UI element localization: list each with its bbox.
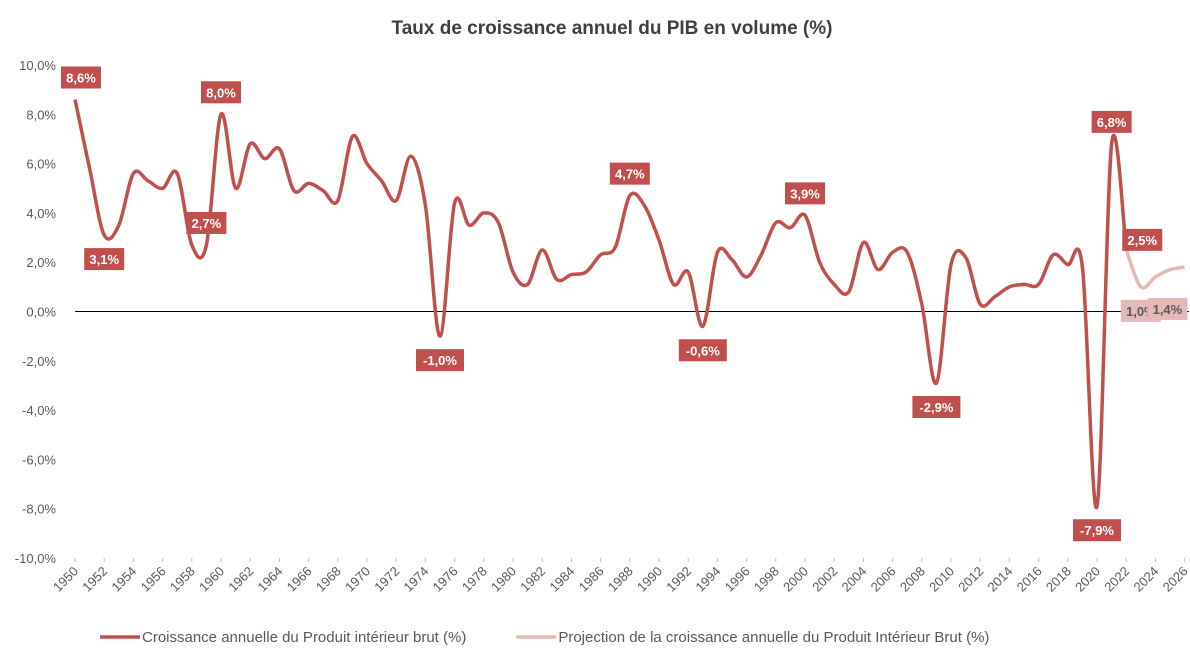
x-tick-label: 1968 bbox=[313, 564, 344, 595]
x-tick-label: 1996 bbox=[722, 564, 753, 595]
y-tick-label: 6,0% bbox=[26, 157, 56, 172]
x-tick-label: 1954 bbox=[108, 564, 139, 595]
y-tick-label: 10,0% bbox=[19, 58, 56, 73]
data-label: 8,6% bbox=[66, 71, 96, 86]
x-tick-label: 1982 bbox=[517, 564, 548, 595]
legend-label: Projection de la croissance annuelle du … bbox=[558, 629, 989, 645]
x-tick-label: 2000 bbox=[780, 564, 811, 595]
data-line bbox=[73, 99, 1128, 510]
x-tick-label: 1974 bbox=[400, 564, 431, 595]
x-tick-label: 1972 bbox=[371, 564, 402, 595]
y-tick-label: -10,0% bbox=[15, 551, 57, 566]
data-label: -2,9% bbox=[919, 400, 953, 415]
x-tick-label: 1964 bbox=[254, 564, 285, 595]
data-line bbox=[1124, 249, 1185, 290]
x-tick-label: 1966 bbox=[284, 564, 315, 595]
data-label-box bbox=[84, 248, 125, 271]
x-tick-label: 1956 bbox=[138, 564, 169, 595]
x-tick-label: 1994 bbox=[692, 564, 723, 595]
data-label: 8,0% bbox=[206, 85, 236, 100]
x-tick-label: 1990 bbox=[634, 564, 665, 595]
y-tick-label: 2,0% bbox=[26, 255, 56, 270]
x-tick-label: 1950 bbox=[50, 564, 81, 595]
data-label-box bbox=[201, 81, 242, 104]
x-tick-label: 2018 bbox=[1043, 564, 1074, 595]
data-label-box bbox=[912, 395, 961, 418]
x-tick-label: 2020 bbox=[1072, 564, 1103, 595]
x-tick-label: 1988 bbox=[605, 564, 636, 595]
data-label: 3,9% bbox=[790, 186, 820, 201]
x-tick-label: 1976 bbox=[430, 564, 461, 595]
x-tick-label: 1992 bbox=[663, 564, 694, 595]
x-tick-label: 1978 bbox=[459, 564, 490, 595]
x-tick-label: 2006 bbox=[868, 564, 899, 595]
chart-title: Taux de croissance annuel du PIB en volu… bbox=[392, 18, 833, 39]
data-label: 6,8% bbox=[1097, 115, 1127, 130]
y-tick-label: -4,0% bbox=[22, 403, 56, 418]
x-tick-label: 1980 bbox=[488, 564, 519, 595]
y-tick-label: 8,0% bbox=[26, 107, 56, 122]
y-tick-label: 0,0% bbox=[26, 305, 56, 320]
y-tick-label: -6,0% bbox=[22, 452, 56, 467]
data-label-box bbox=[678, 339, 727, 362]
data-label-box bbox=[61, 66, 101, 89]
data-label-box bbox=[1073, 519, 1122, 542]
data-label-box bbox=[416, 349, 465, 372]
x-tick-label: 1962 bbox=[225, 564, 256, 595]
data-label-box bbox=[1091, 110, 1132, 133]
x-tick-label: 2016 bbox=[1014, 564, 1045, 595]
x-tick-label: 2012 bbox=[955, 564, 986, 595]
data-label-box bbox=[1147, 297, 1188, 320]
data-label-box bbox=[609, 162, 650, 185]
x-tick-label: 2008 bbox=[897, 564, 928, 595]
data-label-box bbox=[186, 211, 227, 234]
data-label: -0,6% bbox=[686, 343, 720, 358]
data-label: -1,0% bbox=[423, 353, 457, 368]
x-tick-label: 1970 bbox=[342, 564, 373, 595]
x-tick-label: 2010 bbox=[926, 564, 957, 595]
x-tick-label: 2024 bbox=[1130, 564, 1161, 595]
data-label-box bbox=[1122, 228, 1163, 251]
x-tick-label: 2004 bbox=[838, 564, 869, 595]
x-tick-label: 1952 bbox=[79, 564, 110, 595]
x-tick-label: 1960 bbox=[196, 564, 227, 595]
y-tick-label: -8,0% bbox=[22, 502, 56, 517]
data-label: -7,9% bbox=[1080, 523, 1114, 538]
x-tick-label: 1958 bbox=[167, 564, 198, 595]
legend-label: Croissance annuelle du Produit intérieur… bbox=[142, 629, 466, 645]
x-tick-label: 2022 bbox=[1101, 564, 1132, 595]
x-tick-label: 1986 bbox=[576, 564, 607, 595]
x-tick-label: 2014 bbox=[984, 564, 1015, 595]
data-label: 2,7% bbox=[192, 216, 222, 231]
data-label: 2,5% bbox=[1127, 233, 1157, 248]
data-label-box bbox=[785, 182, 826, 205]
x-tick-label: 2002 bbox=[809, 564, 840, 595]
data-label: 3,1% bbox=[89, 252, 119, 267]
y-tick-label: -2,0% bbox=[22, 354, 56, 369]
x-tick-label: 2026 bbox=[1160, 564, 1190, 595]
x-tick-label: 1998 bbox=[751, 564, 782, 595]
y-tick-label: 4,0% bbox=[26, 206, 56, 221]
data-label: 4,7% bbox=[615, 167, 645, 182]
x-tick-label: 1984 bbox=[546, 564, 577, 595]
data-label: 1,4% bbox=[1153, 302, 1183, 317]
